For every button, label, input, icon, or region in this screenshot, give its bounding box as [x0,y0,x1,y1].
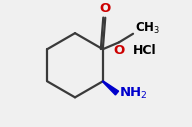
Text: NH$_2$: NH$_2$ [119,86,148,101]
Polygon shape [103,81,119,95]
Text: O: O [113,44,124,57]
Text: O: O [99,3,110,15]
Text: HCl: HCl [133,44,157,57]
Text: CH$_3$: CH$_3$ [135,21,160,36]
